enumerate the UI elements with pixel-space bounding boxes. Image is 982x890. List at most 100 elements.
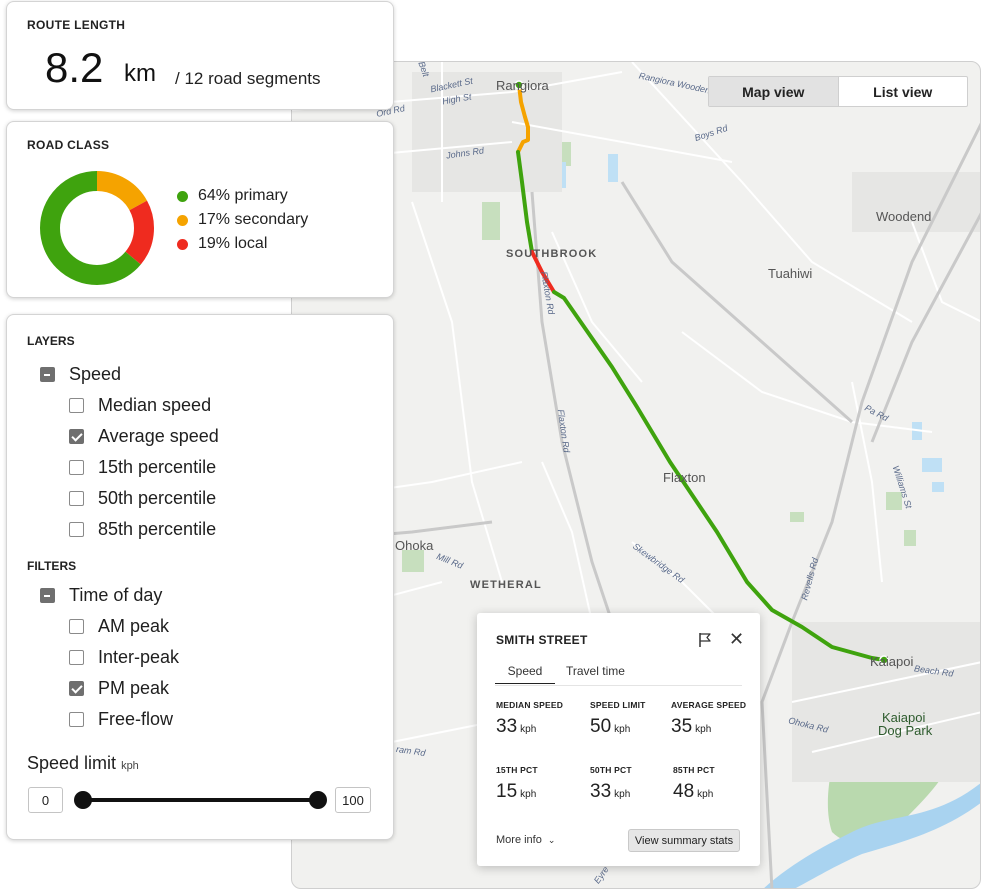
layer-85th-percentile-label: 85th percentile <box>98 519 217 539</box>
legend-secondary: 17% secondary <box>177 211 308 229</box>
checkbox-icon[interactable] <box>69 650 84 665</box>
flag-icon[interactable] <box>698 632 712 648</box>
filter-free-flow-label: Free-flow <box>98 709 174 729</box>
route-segment-local <box>530 250 556 294</box>
stat-label-speed-limit: SPEED LIMIT <box>590 700 646 710</box>
layer-median-speed[interactable]: Median speed <box>69 395 211 416</box>
legend-dot-local <box>177 238 188 250</box>
legend-dot-primary <box>177 190 188 202</box>
segment-popup: SMITH STREET ✕ Speed Travel time MEDIAN … <box>477 613 760 866</box>
layer-average-speed-label: Average speed <box>98 426 219 446</box>
speed-limit-min-input[interactable]: 0 <box>28 787 63 813</box>
filter-am-peak-label: AM peak <box>98 616 170 636</box>
legend-primary: 64% primary <box>177 187 288 205</box>
filter-am-peak[interactable]: AM peak <box>69 616 169 637</box>
donut-slice-primary <box>40 171 154 285</box>
stat-value-15th: 15 kph <box>496 781 537 802</box>
map-label-southbrook: SOUTHBROOK <box>506 248 598 260</box>
map-label-rangiora: Rangiora <box>496 78 549 93</box>
tab-divider <box>495 685 742 686</box>
layer-group-speed[interactable]: Speed <box>40 364 121 385</box>
stat-label-50th: 50TH PCT <box>590 765 632 775</box>
checkbox-icon[interactable] <box>69 491 84 506</box>
checkbox-icon[interactable] <box>69 398 84 413</box>
legend-label-secondary: 17% secondary <box>198 211 309 228</box>
close-icon[interactable]: ✕ <box>729 629 745 649</box>
popup-title: SMITH STREET <box>496 633 588 647</box>
stat-label-average: AVERAGE SPEED <box>671 700 747 710</box>
filter-free-flow[interactable]: Free-flow <box>69 709 173 730</box>
indeterminate-checkbox-icon[interactable] <box>40 367 55 382</box>
filter-pm-peak[interactable]: PM peak <box>69 678 169 699</box>
speed-limit-min-handle[interactable] <box>74 791 92 809</box>
speed-limit-max-handle[interactable] <box>309 791 327 809</box>
map-label-wetheral: WETHERAL <box>470 579 542 591</box>
layer-50th-percentile[interactable]: 50th percentile <box>69 488 216 509</box>
filter-group-time-of-day-label: Time of day <box>69 585 163 605</box>
filter-group-time-of-day[interactable]: Time of day <box>40 585 162 606</box>
checkbox-icon[interactable] <box>69 522 84 537</box>
checked-checkbox-icon[interactable] <box>69 429 84 444</box>
layers-title: LAYERS <box>27 334 75 348</box>
stat-label-15th: 15TH PCT <box>496 765 538 775</box>
checked-checkbox-icon[interactable] <box>69 681 84 696</box>
legend-label-primary: 64% primary <box>198 187 288 204</box>
map-label-ohoka: Ohoka <box>395 538 434 553</box>
list-view-button[interactable]: List view <box>873 83 933 100</box>
layer-85th-percentile[interactable]: 85th percentile <box>69 519 216 540</box>
route-segment-primary <box>516 150 534 254</box>
map-label-flaxton: Flaxton <box>663 470 706 485</box>
checkbox-icon[interactable] <box>69 619 84 634</box>
route-length-unit: km <box>124 60 156 87</box>
more-info-link[interactable]: More info ⌄ <box>496 834 555 846</box>
map-label-tuahiwi: Tuahiwi <box>768 266 813 281</box>
more-info-label: More info <box>496 834 542 846</box>
route-end-marker <box>879 655 889 665</box>
stat-label-85th: 85TH PCT <box>673 765 715 775</box>
road-class-title: ROAD CLASS <box>27 138 110 152</box>
layers-filters-card: LAYERS Speed Median speed Average speed … <box>6 314 394 840</box>
layer-group-speed-label: Speed <box>69 364 122 384</box>
route-length-value: 8.2 <box>45 44 104 91</box>
layer-15th-percentile-label: 15th percentile <box>98 457 217 477</box>
map-label-dogpark-2: Dog Park <box>878 723 933 738</box>
filter-pm-peak-label: PM peak <box>98 678 170 698</box>
map-label-dogpark-1: Kaiapoi <box>882 710 926 725</box>
donut-slice-local <box>40 171 154 285</box>
route-length-card: ROUTE LENGTH 8.2 km / 12 road segments <box>6 1 394 110</box>
stat-value-85th: 48 kph <box>673 781 714 802</box>
layer-average-speed[interactable]: Average speed <box>69 426 219 447</box>
speed-limit-label: Speed limit kph <box>27 753 139 774</box>
speed-limit-unit: kph <box>121 760 139 772</box>
tab-speed[interactable]: Speed <box>495 664 555 684</box>
stat-value-speed-limit: 50 kph <box>590 716 631 737</box>
route-segment-primary-2 <box>552 290 886 662</box>
filter-inter-peak-label: Inter-peak <box>98 647 180 667</box>
speed-limit-slider-track[interactable] <box>83 798 318 802</box>
filter-inter-peak[interactable]: Inter-peak <box>69 647 179 668</box>
legend-label-local: 19% local <box>198 235 268 252</box>
route-start-marker <box>514 80 524 90</box>
checkbox-icon[interactable] <box>69 460 84 475</box>
speed-limit-text: Speed limit <box>27 753 117 773</box>
layer-50th-percentile-label: 50th percentile <box>98 488 217 508</box>
stat-value-average: 35 kph <box>671 716 712 737</box>
legend-local: 19% local <box>177 235 267 253</box>
map-graphics <box>292 62 980 888</box>
route-segments-count: / 12 road segments <box>175 69 321 88</box>
stat-value-50th: 33 kph <box>590 781 631 802</box>
view-summary-stats-button[interactable]: View summary stats <box>628 829 740 852</box>
filters-title: FILTERS <box>27 559 77 573</box>
view-toggle: Map view List view <box>708 76 968 107</box>
stat-value-median: 33 kph <box>496 716 537 737</box>
indeterminate-checkbox-icon[interactable] <box>40 588 55 603</box>
tab-travel-time[interactable]: Travel time <box>566 664 625 678</box>
road-class-card: ROAD CLASS 64% primary 17% secondary 19%… <box>6 121 394 298</box>
map-view-button[interactable]: Map view <box>709 77 839 106</box>
chevron-down-icon: ⌄ <box>547 835 556 845</box>
stat-label-median: MEDIAN SPEED <box>496 700 564 710</box>
road-class-donut-chart <box>40 171 154 285</box>
checkbox-icon[interactable] <box>69 712 84 727</box>
layer-15th-percentile[interactable]: 15th percentile <box>69 457 216 478</box>
speed-limit-max-input[interactable]: 100 <box>335 787 371 813</box>
